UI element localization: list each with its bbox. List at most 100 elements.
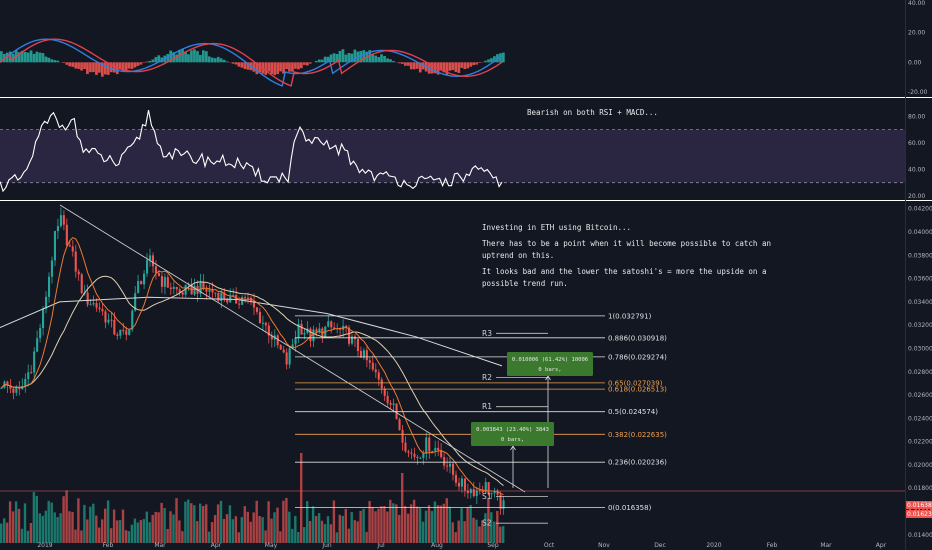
candle-body xyxy=(154,266,157,274)
volume-bar xyxy=(344,508,347,543)
macd-bar xyxy=(190,50,193,63)
x-axis-label: 2020 xyxy=(706,542,721,549)
candle-body xyxy=(151,255,154,267)
macd-bar xyxy=(240,62,244,68)
volume-bar xyxy=(377,508,380,543)
rsi-annotation: Bearish on both RSI + MACD... xyxy=(527,108,658,117)
candle-body xyxy=(24,379,27,386)
fib-label: 0.786(0.029274) xyxy=(608,353,667,361)
volume-bar xyxy=(26,530,30,543)
volume-bar xyxy=(398,514,401,543)
volume-bar xyxy=(109,528,113,543)
x-axis-label: Dec xyxy=(654,542,666,549)
macd-bar xyxy=(335,54,339,63)
candle-body xyxy=(74,251,77,272)
macd-bar xyxy=(124,62,128,71)
candle-body xyxy=(172,287,175,289)
candle-body xyxy=(232,295,235,297)
last-price-value: 0.016389 xyxy=(907,502,932,509)
volume-bar xyxy=(454,532,457,543)
candle-body xyxy=(419,457,422,459)
volume-bar xyxy=(356,521,359,543)
volume-bar xyxy=(347,528,350,543)
macd-tick: -20.00 xyxy=(908,89,928,96)
macd-bar xyxy=(306,62,309,66)
candle-body xyxy=(475,490,478,497)
candle-body xyxy=(226,299,229,303)
x-axis-label: Feb xyxy=(767,542,778,549)
volume-bar xyxy=(317,513,321,543)
candle-body xyxy=(484,482,487,493)
macd-bar xyxy=(109,62,113,73)
volume-bar xyxy=(320,520,324,543)
rsi-tick: 20.00 xyxy=(908,193,925,200)
candle-body xyxy=(48,276,51,297)
measure-box xyxy=(507,352,593,376)
macd-bar xyxy=(279,62,282,72)
volume-bar xyxy=(332,500,336,543)
x-axis-label: Apr xyxy=(211,542,222,549)
volume-bar xyxy=(365,531,368,543)
candle-body xyxy=(499,494,502,509)
x-axis-label: 2019 xyxy=(37,542,52,549)
volume-bar xyxy=(460,508,463,543)
candle-body xyxy=(407,451,410,453)
candle-body xyxy=(481,490,484,493)
volume-bar xyxy=(187,499,190,543)
macd-bar xyxy=(151,59,155,63)
volume-bar xyxy=(74,529,77,543)
candle-body xyxy=(149,255,152,261)
macd-tick: 40.00 xyxy=(908,0,925,7)
macd-bar xyxy=(139,62,143,65)
macd-bar xyxy=(353,49,357,63)
candle-body xyxy=(425,437,428,454)
candle-body xyxy=(113,319,116,335)
rsi-tick: 80.00 xyxy=(908,113,925,120)
candle-body xyxy=(146,260,149,274)
candle-body xyxy=(252,301,255,308)
volume-bar xyxy=(240,517,243,543)
price-tick: 0.014000 xyxy=(908,532,932,539)
volume-bar xyxy=(326,516,330,543)
volume-bar xyxy=(418,508,422,543)
candle-body xyxy=(92,303,95,305)
candle-body xyxy=(143,273,146,285)
volume-bar xyxy=(101,519,104,543)
macd-bar xyxy=(80,62,83,71)
volume-bar xyxy=(478,526,481,543)
macd-bar xyxy=(172,52,175,63)
candle-body xyxy=(116,334,119,336)
macd-bar xyxy=(237,62,241,67)
trend-line xyxy=(59,204,526,493)
measure-line: 0.003843 (23.40%) 3843 xyxy=(476,427,549,433)
candle-body xyxy=(166,277,169,288)
x-axis-label: Apr xyxy=(876,542,887,549)
volume-bar xyxy=(169,511,172,543)
volume-bar xyxy=(160,502,163,543)
macd-bar xyxy=(415,62,419,69)
x-axis-label: May xyxy=(265,542,278,549)
macd-bar xyxy=(181,48,184,63)
candle-body xyxy=(454,474,457,483)
volume-bar xyxy=(115,520,119,543)
candle-body xyxy=(365,350,368,361)
candle-body xyxy=(356,339,359,351)
candle-body xyxy=(502,500,505,509)
volume-bar xyxy=(490,512,493,543)
volume-bar xyxy=(139,520,142,543)
candle-body xyxy=(374,369,377,373)
macd-axis: 40.00 20.00 0.00 -20.00 xyxy=(908,0,928,96)
macd-bar xyxy=(56,60,60,63)
volume-bar xyxy=(439,505,442,543)
candle-body xyxy=(452,463,455,475)
pivot-label: S2 xyxy=(482,519,492,528)
volume-bar xyxy=(323,524,327,543)
macd-bar xyxy=(338,50,342,63)
macd-bar xyxy=(478,62,481,63)
macd-bar xyxy=(294,62,297,69)
macd-bar xyxy=(222,59,226,63)
